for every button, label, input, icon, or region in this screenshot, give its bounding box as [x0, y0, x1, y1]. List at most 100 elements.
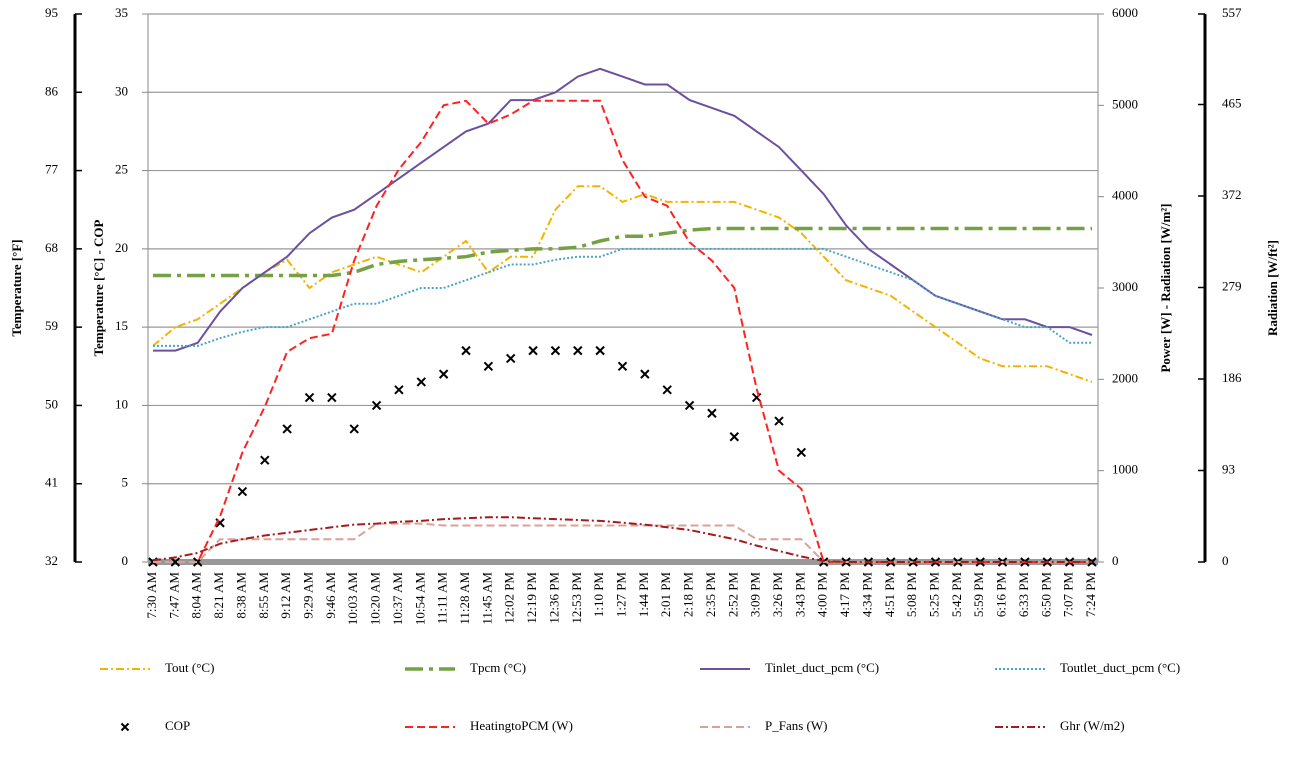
cop-marker — [371, 400, 382, 411]
x-tick-label: 10:03 AM — [345, 572, 360, 626]
cop-marker — [528, 345, 538, 356]
y-axis-f-label: Temperature [°F] — [9, 239, 24, 336]
y-f-tick-label: 95 — [45, 5, 58, 20]
y-tick-label: 10 — [115, 396, 128, 411]
series-line — [153, 226, 1092, 278]
cop-marker — [304, 392, 315, 403]
y2-tick-label: 6000 — [1112, 5, 1138, 20]
x-tick-label: 7:07 PM — [1061, 572, 1076, 618]
y2-tick-label: 2000 — [1112, 370, 1138, 385]
y-tick-label: 15 — [115, 318, 128, 333]
y-tick-label: 35 — [115, 5, 128, 20]
y2-tick-label: 4000 — [1112, 188, 1138, 203]
cop-marker — [796, 447, 807, 458]
x-tick-label: 5:59 PM — [971, 572, 986, 618]
x-tick-label: 2:35 PM — [703, 572, 718, 618]
x-tick-label: 4:51 PM — [882, 572, 897, 618]
series-line — [152, 185, 1093, 383]
x-tick-label: 11:28 AM — [457, 572, 472, 625]
x-tick-label: 11:45 AM — [479, 572, 494, 625]
cop-marker — [237, 486, 248, 497]
cop-marker — [684, 400, 695, 411]
x-tick-label: 2:18 PM — [681, 572, 696, 618]
cop-marker — [640, 369, 650, 379]
legend-label: Ghr (W/m2) — [1060, 718, 1125, 733]
cop-marker — [394, 385, 404, 395]
x-tick-label: 9:29 AM — [300, 572, 315, 619]
x-tick-label: 8:55 AM — [256, 572, 271, 619]
cop-marker — [662, 385, 672, 395]
y3-tick-label: 557 — [1222, 5, 1242, 20]
y2-tick-label: 1000 — [1112, 462, 1138, 477]
cop-marker — [483, 361, 494, 371]
y-f-tick-label: 77 — [45, 162, 59, 177]
x-tick-label: 12:19 PM — [524, 572, 539, 624]
cop-marker — [617, 361, 628, 371]
legend-label: HeatingtoPCM (W) — [470, 718, 573, 733]
x-tick-label: 12:02 PM — [502, 572, 517, 624]
x-tick-label: 8:38 AM — [233, 572, 248, 619]
x-tick-label: 4:17 PM — [837, 572, 852, 618]
x-tick-label: 5:25 PM — [926, 572, 941, 618]
cop-marker — [416, 377, 426, 387]
legend-marker — [120, 722, 130, 732]
x-tick-label: 8:04 AM — [189, 572, 204, 619]
cop-marker — [751, 392, 762, 403]
x-tick-label: 10:37 AM — [390, 572, 405, 626]
y-tick-label: 25 — [115, 162, 128, 177]
x-tick-label: 6:33 PM — [1016, 572, 1031, 618]
x-tick-label: 5:42 PM — [949, 572, 964, 618]
x-tick-label: 7:47 AM — [166, 572, 181, 619]
x-tick-label: 2:52 PM — [725, 572, 740, 618]
x-tick-label: 2:01 PM — [658, 572, 673, 618]
x-tick-label: 12:36 PM — [546, 572, 561, 624]
x-tick-label: 6:16 PM — [994, 572, 1009, 618]
cop-marker — [349, 424, 359, 434]
y3-tick-label: 186 — [1222, 370, 1242, 385]
legend-label: Tpcm (°C) — [470, 660, 526, 675]
y3-tick-label: 465 — [1222, 95, 1242, 110]
legend-label: COP — [165, 718, 190, 733]
x-tick-label: 8:21 AM — [211, 572, 226, 619]
y-f-tick-label: 59 — [45, 318, 58, 333]
cop-marker — [774, 416, 784, 426]
x-tick-label: 11:11 AM — [435, 572, 450, 625]
cop-marker — [260, 455, 270, 465]
y3-tick-label: 93 — [1222, 461, 1235, 476]
cop-marker — [170, 557, 181, 567]
legend-label: Tout (°C) — [165, 660, 214, 675]
cop-marker — [461, 345, 471, 356]
cop-marker — [438, 369, 449, 379]
legend-label: Tinlet_duct_pcm (°C) — [765, 660, 879, 675]
y-tick-label: 20 — [115, 240, 128, 255]
legend-label: Toutlet_duct_pcm (°C) — [1060, 660, 1180, 675]
legend-label: P_Fans (W) — [765, 718, 827, 733]
series-line — [153, 522, 1092, 563]
y-f-tick-label: 86 — [45, 83, 59, 98]
x-tick-label: 3:43 PM — [792, 572, 807, 618]
x-tick-label: 4:00 PM — [815, 572, 830, 618]
x-tick-label: 6:50 PM — [1038, 572, 1053, 618]
x-tick-label: 1:10 PM — [591, 572, 606, 618]
y-f-tick-label: 32 — [45, 553, 58, 568]
x-tick-label: 10:54 AM — [412, 572, 427, 626]
cop-marker — [550, 345, 561, 356]
x-tick-label: 4:34 PM — [859, 572, 874, 618]
y-tick-label: 0 — [122, 553, 129, 568]
y2-tick-label: 0 — [1112, 553, 1119, 568]
y-axis-label: Temperature [°C] - COP — [91, 219, 106, 356]
series-line — [153, 67, 1093, 352]
x-tick-label: 3:26 PM — [770, 572, 785, 618]
x-tick-label: 1:44 PM — [636, 572, 651, 618]
cop-marker — [327, 392, 337, 403]
cop-marker — [506, 353, 516, 364]
y-f-tick-label: 41 — [45, 475, 58, 490]
y2-tick-label: 5000 — [1112, 96, 1138, 111]
y-f-tick-label: 50 — [45, 396, 58, 411]
x-tick-label: 3:09 PM — [748, 572, 763, 618]
x-tick-label: 1:27 PM — [613, 572, 628, 618]
x-tick-label: 10:20 AM — [368, 572, 383, 626]
y3-tick-label: 0 — [1222, 553, 1229, 568]
cop-marker — [729, 432, 739, 442]
